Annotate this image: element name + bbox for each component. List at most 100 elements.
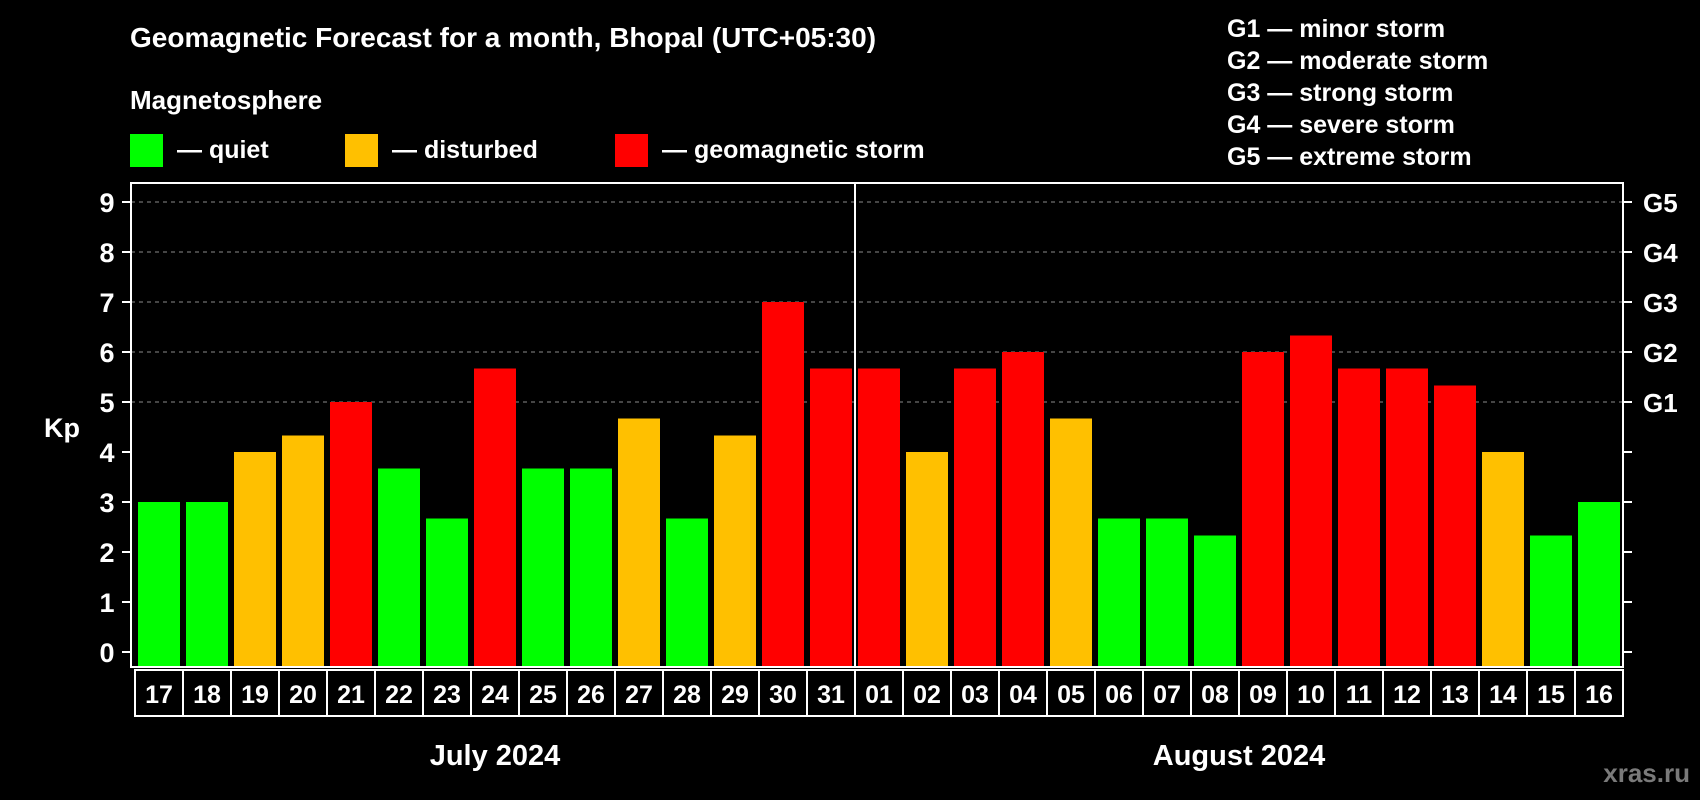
bar-08 [1194,535,1236,666]
g-level-label-g2: G2 [1643,338,1678,368]
date-label-05: 05 [1057,681,1085,709]
bar-18 [186,502,228,666]
date-label-03: 03 [961,681,989,709]
date-cell [1574,669,1624,717]
date-label-22: 22 [385,681,413,709]
date-label-12: 12 [1393,681,1421,709]
date-label-09: 09 [1249,681,1277,709]
g-scale-legend: G1 — minor storm G2 — moderate storm G3 — … [1227,15,1488,171]
date-cell [518,669,568,717]
bars [138,302,1620,666]
g-legend-item: G3 — strong storm [1227,79,1453,107]
date-label-26: 26 [577,681,605,709]
watermark: xras.ru [1603,758,1690,788]
date-label-06: 06 [1105,681,1133,709]
bar-07 [1146,518,1188,666]
bar-01 [858,368,900,666]
y-tick-label: 3 [99,488,114,518]
bar-17 [138,502,180,666]
date-cell [1334,669,1384,717]
y-tick-label: 5 [99,388,114,418]
bar-09 [1242,352,1284,666]
chart-subtitle: Magnetosphere [130,85,322,115]
bar-29 [714,435,756,666]
g-level-ticks: G1 G2 G3 G4 G5 [1643,188,1678,418]
bar-12 [1386,368,1428,666]
date-cell [1190,669,1240,717]
date-cell [710,669,760,717]
date-label-31: 31 [817,681,845,709]
bar-02 [906,452,948,666]
bar-23 [426,518,468,666]
y-tick-label: 0 [99,638,114,668]
g-legend-item: G2 — moderate storm [1227,47,1488,75]
month-labels: July 2024 August 2024 [430,740,1326,772]
legend-swatch-disturbed [345,134,378,167]
date-label-17: 17 [145,681,173,709]
bar-20 [282,435,324,666]
bar-16 [1578,502,1620,666]
date-label-21: 21 [337,681,365,709]
bar-10 [1290,335,1332,666]
date-label-16: 16 [1585,681,1613,709]
date-tick-labels: 17 18 19 20 21 22 23 24 25 26 27 28 29 30 31 01 02 03 04 05… [134,669,1624,717]
date-cell [1094,669,1144,717]
status-legend: — quiet — disturbed — geomagnetic storm [130,134,925,167]
g-legend-item: G1 — minor storm [1227,15,1445,43]
date-label-30: 30 [769,681,797,709]
date-cell [1478,669,1528,717]
chart-title: Geomagnetic Forecast for a month, Bhopal… [130,22,876,53]
y-tick-label: 9 [99,188,114,218]
plot-frame [130,182,1624,668]
date-label-27: 27 [625,681,653,709]
bar-22 [378,468,420,666]
date-cell [1382,669,1432,717]
date-cell [758,669,808,717]
date-label-04: 04 [1009,681,1037,709]
bar-19 [234,452,276,666]
date-label-15: 15 [1537,681,1565,709]
date-cell [1046,669,1096,717]
bar-30 [762,302,804,666]
date-label-07: 07 [1153,681,1181,709]
bar-11 [1338,368,1380,666]
date-label-24: 24 [481,681,509,709]
bar-04 [1002,352,1044,666]
bar-03 [954,368,996,666]
date-label-13: 13 [1441,681,1469,709]
legend-swatch-storm [615,134,648,167]
bar-06 [1098,518,1140,666]
date-cell [374,669,424,717]
date-cell [902,669,952,717]
g-legend-item: G5 — extreme storm [1227,143,1472,171]
bar-15 [1530,535,1572,666]
date-label-18: 18 [193,681,221,709]
legend-label-quiet: — quiet [177,136,269,164]
y-tick-label: 2 [99,538,114,568]
bar-28 [666,518,708,666]
bar-27 [618,418,660,666]
y-tick-label: 6 [99,338,114,368]
bar-21 [330,402,372,666]
g-level-label-g3: G3 [1643,288,1678,318]
g-legend-item: G4 — severe storm [1227,111,1455,139]
date-label-23: 23 [433,681,461,709]
g-level-label-g4: G4 [1643,238,1678,268]
date-label-02: 02 [913,681,941,709]
date-label-20: 20 [289,681,317,709]
date-cell [998,669,1048,717]
g-level-label-g5: G5 [1643,188,1678,218]
date-label-11: 11 [1346,681,1373,709]
date-cell [566,669,616,717]
date-cell [182,669,232,717]
date-label-19: 19 [241,681,269,709]
date-label-10: 10 [1297,681,1325,709]
date-label-08: 08 [1201,681,1229,709]
month-label: July 2024 [430,740,561,772]
y-axis-label: Kp [44,413,80,443]
legend-label-storm: — geomagnetic storm [662,136,925,164]
date-label-25: 25 [529,681,557,709]
bar-24 [474,368,516,666]
bar-31 [810,368,852,666]
